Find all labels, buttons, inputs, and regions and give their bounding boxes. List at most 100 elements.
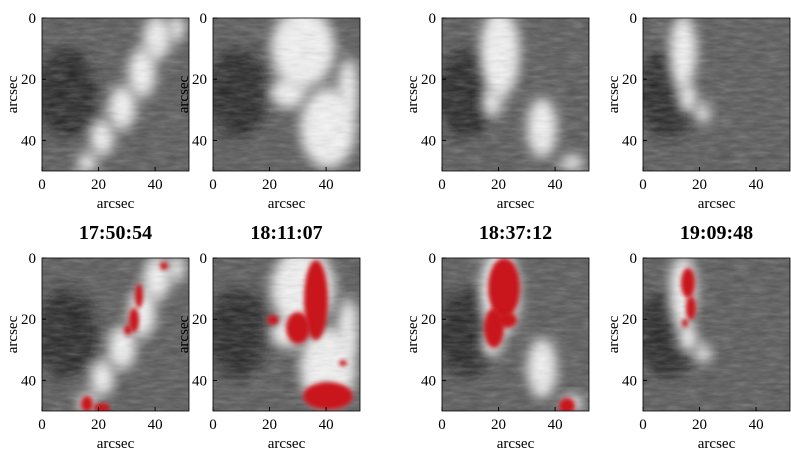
y-tick-label: 0 — [200, 11, 208, 27]
x-tick-label: 40 — [749, 177, 764, 193]
x-axis-label: arcsec — [97, 196, 135, 212]
panel: 0 20 40 0 20 40 arcsec arcsec — [405, 251, 590, 452]
y-tick-label: 40 — [622, 133, 637, 149]
axes-frame — [41, 17, 190, 172]
x-tick-label: 20 — [91, 177, 106, 193]
y-tick-label: 0 — [29, 11, 37, 27]
y-axis-label: arcsec — [5, 75, 21, 113]
axes-frame — [212, 17, 361, 172]
x-tick-label: 0 — [209, 417, 217, 433]
mask-region — [303, 382, 353, 410]
panel: 0 20 40 0 20 40 arcsec arcsec — [5, 11, 190, 212]
x-axis-label: arcsec — [268, 436, 306, 452]
y-tick-label: 40 — [21, 373, 36, 389]
y-tick-label: 40 — [421, 133, 436, 149]
y-tick-label: 20 — [622, 312, 637, 328]
panel: 0 20 40 0 20 40 arcsec arcsec — [176, 251, 361, 452]
mask-region — [339, 360, 347, 366]
x-tick-label: 40 — [319, 177, 334, 193]
axes-frame — [212, 257, 361, 412]
x-tick-label: 20 — [262, 417, 277, 433]
mask-region — [124, 325, 132, 335]
y-tick-label: 0 — [429, 251, 437, 267]
panel-title: 17:50:54 — [79, 222, 152, 244]
x-tick-label: 0 — [438, 417, 446, 433]
y-tick-label: 20 — [192, 312, 207, 328]
mask-region — [135, 284, 143, 308]
x-axis-label: arcsec — [268, 196, 306, 212]
solar-image — [442, 258, 589, 411]
x-tick-label: 40 — [548, 417, 563, 433]
mask-region — [497, 312, 517, 328]
mask-region — [682, 319, 688, 327]
mask-region — [267, 315, 279, 325]
axes-frame — [441, 17, 590, 172]
x-tick-label: 40 — [148, 177, 163, 193]
x-tick-label: 0 — [639, 177, 647, 193]
x-tick-label: 20 — [491, 177, 506, 193]
y-tick-label: 20 — [421, 312, 436, 328]
y-axis-label: arcsec — [176, 315, 192, 353]
y-tick-label: 40 — [192, 133, 207, 149]
y-tick-label: 0 — [630, 251, 638, 267]
y-tick-label: 0 — [200, 251, 208, 267]
x-tick-label: 20 — [262, 177, 277, 193]
mask-region — [129, 308, 139, 332]
x-tick-label: 0 — [438, 177, 446, 193]
y-tick-label: 40 — [622, 373, 637, 389]
mask-region — [488, 258, 520, 318]
axes-frame — [642, 17, 791, 172]
y-axis-label: arcsec — [606, 315, 622, 353]
y-tick-label: 20 — [421, 72, 436, 88]
x-tick-label: 0 — [38, 417, 46, 433]
y-axis-label: arcsec — [5, 315, 21, 353]
panel: 0 20 40 0 20 40 arcsec arcsec — [405, 11, 590, 212]
x-axis-label: arcsec — [497, 436, 535, 452]
x-axis-label: arcsec — [497, 196, 535, 212]
mask-region — [94, 403, 110, 411]
x-tick-label: 20 — [692, 177, 707, 193]
x-tick-label: 20 — [692, 417, 707, 433]
panel: 0 20 40 0 20 40 arcsec arcsec — [606, 11, 791, 212]
x-tick-label: 0 — [38, 177, 46, 193]
x-tick-label: 40 — [548, 177, 563, 193]
mask-region — [681, 268, 695, 298]
panel-title: 18:37:12 — [479, 222, 552, 244]
y-tick-label: 0 — [429, 11, 437, 27]
y-tick-label: 0 — [29, 251, 37, 267]
y-axis-label: arcsec — [176, 75, 192, 113]
panel: 0 20 40 0 20 40 arcsec arcsec — [5, 251, 190, 452]
solar-image — [643, 18, 790, 171]
mask-region — [304, 260, 328, 340]
axes-frame — [441, 257, 590, 412]
x-tick-label: 20 — [91, 417, 106, 433]
panel: 0 20 40 0 20 40 arcsec arcsec — [606, 251, 791, 452]
solar-image — [643, 258, 790, 411]
y-tick-label: 40 — [21, 133, 36, 149]
y-axis-label: arcsec — [606, 75, 622, 113]
y-tick-label: 40 — [421, 373, 436, 389]
x-tick-label: 40 — [319, 417, 334, 433]
x-axis-label: arcsec — [97, 436, 135, 452]
mask-region — [559, 398, 575, 411]
x-tick-label: 20 — [491, 417, 506, 433]
solar-image — [213, 18, 360, 171]
y-tick-label: 20 — [192, 72, 207, 88]
x-axis-label: arcsec — [698, 196, 736, 212]
x-tick-label: 0 — [639, 417, 647, 433]
y-tick-label: 20 — [21, 312, 36, 328]
panel-title: 19:09:48 — [680, 222, 753, 244]
panel: 0 20 40 0 20 40 arcsec arcsec — [176, 11, 361, 212]
x-tick-label: 0 — [209, 177, 217, 193]
solar-image — [42, 258, 189, 411]
y-tick-label: 0 — [630, 11, 638, 27]
y-axis-label: arcsec — [405, 315, 421, 353]
x-tick-label: 40 — [749, 417, 764, 433]
y-axis-label: arcsec — [405, 75, 421, 113]
solar-image — [42, 18, 189, 171]
y-tick-label: 40 — [192, 373, 207, 389]
x-axis-label: arcsec — [698, 436, 736, 452]
solar-image — [442, 18, 589, 171]
mask-region — [286, 312, 310, 344]
